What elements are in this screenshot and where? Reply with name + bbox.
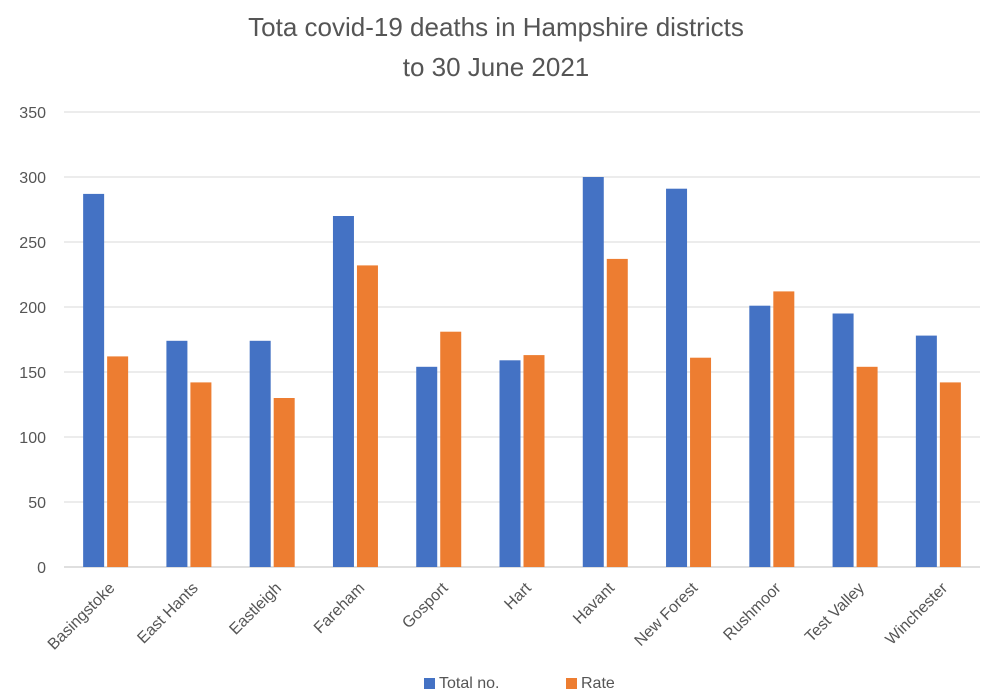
bar-rate xyxy=(273,398,295,567)
legend-label: Total no. xyxy=(439,675,499,692)
bar-total-no xyxy=(666,188,688,567)
bar-total-no xyxy=(166,340,188,567)
x-tick-label: New Forest xyxy=(632,579,702,649)
bar-total-no xyxy=(749,305,771,567)
bar-rate xyxy=(440,331,462,567)
bar-rate xyxy=(606,258,628,567)
bar-rate xyxy=(690,357,712,567)
chart-title: Tota covid-19 deaths in Hampshire distri… xyxy=(248,12,744,42)
legend-swatch xyxy=(566,678,577,689)
y-tick-label: 250 xyxy=(19,235,46,252)
x-tick-label: Hart xyxy=(501,579,535,613)
y-tick-label: 200 xyxy=(19,300,46,317)
y-tick-label: 50 xyxy=(28,495,46,512)
y-tick-label: 300 xyxy=(19,170,46,187)
x-tick-label: Gosport xyxy=(399,579,452,632)
bar-total-no xyxy=(582,177,604,567)
x-tick-label: Winchester xyxy=(883,579,952,648)
legend-swatch xyxy=(424,678,435,689)
x-tick-label: Rushmoor xyxy=(720,579,785,644)
bar-total-no xyxy=(249,340,271,567)
bar-rate xyxy=(107,356,129,567)
bar-rate xyxy=(773,291,795,567)
x-tick-label: Havant xyxy=(570,579,618,627)
y-tick-label: 150 xyxy=(19,365,46,382)
x-tick-label: East Hants xyxy=(134,580,201,647)
bar-total-no xyxy=(499,360,521,567)
legend-label: Rate xyxy=(581,675,615,692)
chart-subtitle: to 30 June 2021 xyxy=(402,52,590,82)
y-tick-label: 0 xyxy=(37,560,46,577)
x-tick-label: Basingstoke xyxy=(45,580,119,654)
y-tick-label: 350 xyxy=(19,105,46,122)
bar-rate xyxy=(523,355,545,567)
x-tick-label: Fareham xyxy=(311,580,368,637)
bar-total-no xyxy=(332,216,354,567)
bar-rate xyxy=(190,382,212,567)
bar-total-no xyxy=(832,313,854,567)
bar-total-no xyxy=(416,366,438,567)
bar-rate xyxy=(939,382,961,567)
x-tick-label: Test Valley xyxy=(802,580,868,646)
x-tick-label: Eastleigh xyxy=(226,580,285,639)
bar-rate xyxy=(856,366,878,567)
bar-total-no xyxy=(915,335,937,567)
bar-total-no xyxy=(83,193,105,567)
y-tick-label: 100 xyxy=(19,430,46,447)
bar-rate xyxy=(356,265,378,567)
